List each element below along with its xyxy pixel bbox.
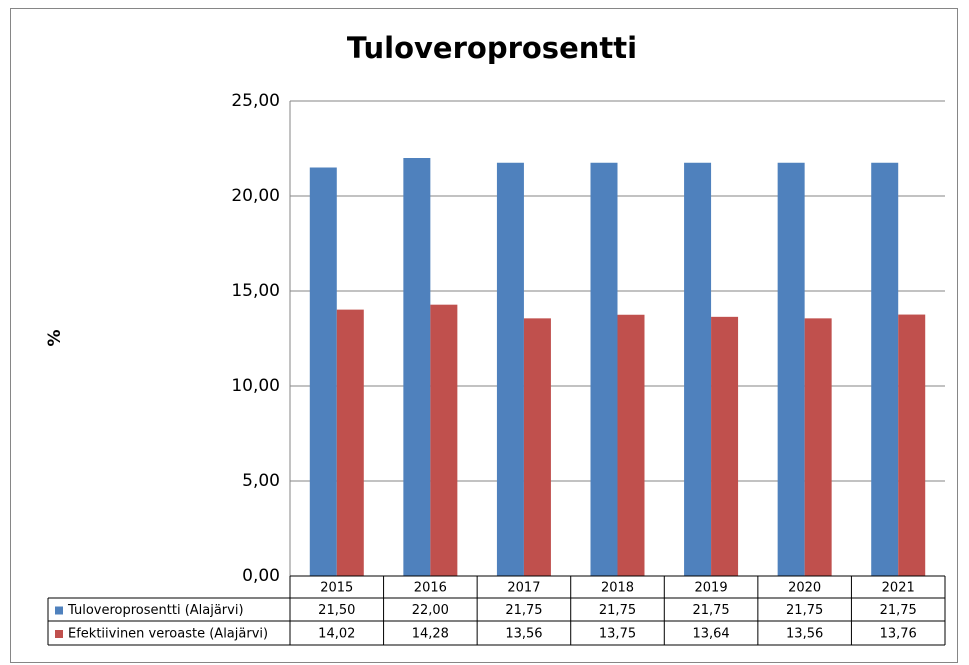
bar xyxy=(336,309,364,576)
x-tick-label: 2021 xyxy=(882,581,915,596)
bar xyxy=(496,162,524,576)
data-label: 13,64 xyxy=(692,627,729,642)
y-tick-label: 0,00 xyxy=(242,566,280,586)
data-label: 21,75 xyxy=(505,603,542,618)
data-label: 13,76 xyxy=(880,627,917,642)
data-label: 14,02 xyxy=(318,627,355,642)
x-tick-label: 2015 xyxy=(320,581,353,596)
chart-title: Tuloveroprosentti xyxy=(347,31,637,65)
y-tick-label: 15,00 xyxy=(231,281,280,301)
data-label: 22,00 xyxy=(412,603,449,618)
bar xyxy=(590,162,618,576)
bar xyxy=(523,318,551,576)
legend-swatch xyxy=(55,606,63,615)
x-tick-label: 2018 xyxy=(601,581,634,596)
legend-label: Tuloveroprosentti (Alajärvi) xyxy=(67,603,244,618)
bar xyxy=(403,158,431,576)
x-tick-label: 2020 xyxy=(788,581,821,596)
bar xyxy=(617,314,645,576)
bar xyxy=(711,316,739,576)
data-label: 13,56 xyxy=(505,627,542,642)
data-label: 21,75 xyxy=(880,603,917,618)
data-label: 13,75 xyxy=(599,627,636,642)
bar xyxy=(684,162,712,576)
y-tick-label: 5,00 xyxy=(242,471,280,491)
y-tick-label: 25,00 xyxy=(231,91,280,111)
x-tick-label: 2017 xyxy=(507,581,540,596)
y-axis-label: % xyxy=(45,329,65,346)
bar xyxy=(804,318,832,576)
data-label: 21,50 xyxy=(318,603,355,618)
y-tick-label: 20,00 xyxy=(231,186,280,206)
bar xyxy=(309,167,337,576)
data-label: 13,56 xyxy=(786,627,823,642)
bar xyxy=(898,314,926,576)
y-tick-label: 10,00 xyxy=(231,376,280,396)
x-tick-label: 2016 xyxy=(414,581,447,596)
x-tick-label: 2019 xyxy=(695,581,728,596)
data-label: 14,28 xyxy=(412,627,449,642)
data-label: 21,75 xyxy=(692,603,729,618)
bar xyxy=(777,162,805,576)
bar xyxy=(430,304,458,576)
legend-label: Efektiivinen veroaste (Alajärvi) xyxy=(68,627,268,642)
data-label: 21,75 xyxy=(786,603,823,618)
bar xyxy=(871,162,899,576)
data-label: 21,75 xyxy=(599,603,636,618)
legend-swatch xyxy=(55,630,63,638)
